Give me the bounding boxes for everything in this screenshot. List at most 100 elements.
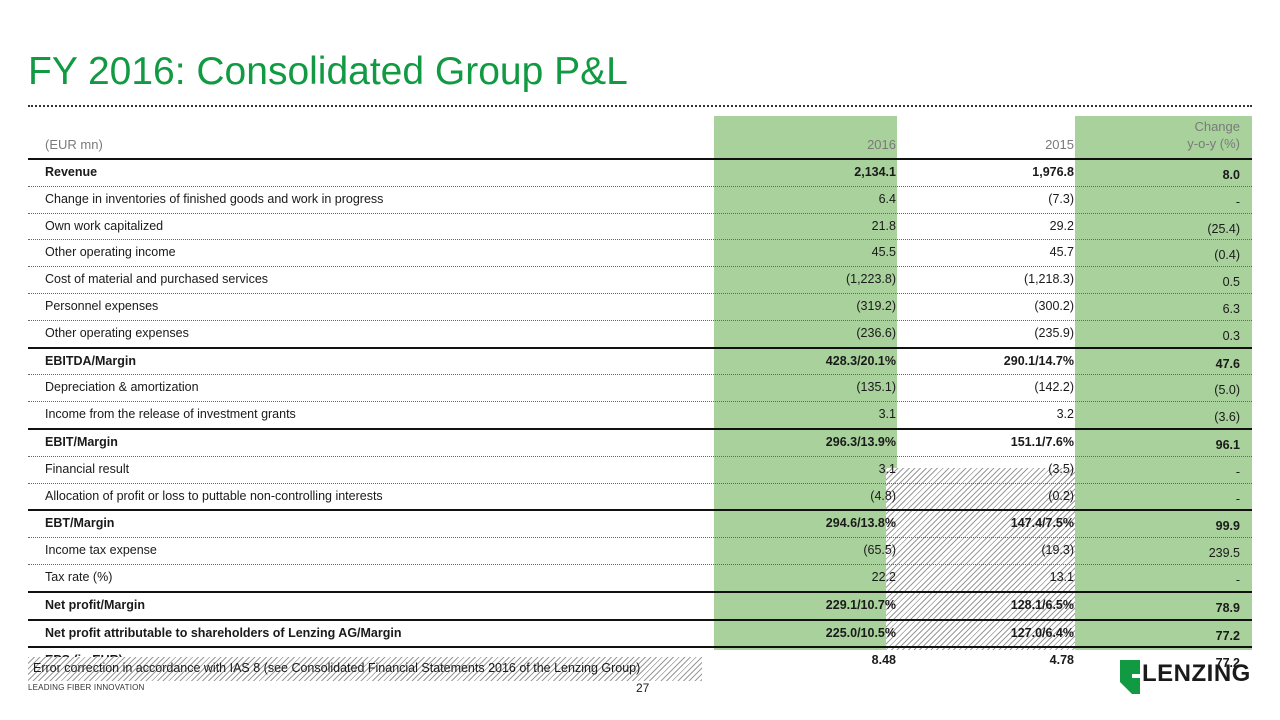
value-2015: 13.1 xyxy=(1049,569,1074,584)
value-2016: 3.1 xyxy=(878,461,896,476)
header-change-line1: Change xyxy=(1194,119,1240,134)
row-label: EBIT/Margin xyxy=(45,434,118,449)
value-2015: (300.2) xyxy=(1034,298,1074,313)
table-row: Other operating income 45.5 45.7 (0.4) xyxy=(28,239,1252,266)
row-label: Net profit/Margin xyxy=(45,597,145,612)
value-2015: 128.1/6.5% xyxy=(1010,597,1074,612)
row-label: Own work capitalized xyxy=(45,218,164,233)
value-2016: 428.3/20.1% xyxy=(825,353,896,368)
row-label: Change in inventories of finished goods … xyxy=(45,191,384,206)
table-row: Income tax expense (65.5) (19.3) 239.5 xyxy=(28,537,1252,564)
table-row: Tax rate (%) 22.2 13.1 - xyxy=(28,563,1252,591)
column-change-highlight xyxy=(1075,116,1252,650)
value-2015: 151.1/7.6% xyxy=(1010,434,1074,449)
value-2015: 3.2 xyxy=(1056,407,1074,422)
table-row: Net profit/Margin 229.1/10.7% 128.1/6.5% 78… xyxy=(28,590,1252,619)
value-change: 78.9 xyxy=(1215,600,1240,615)
value-2015: 290.1/14.7% xyxy=(1003,353,1074,368)
value-2015: (3.5) xyxy=(1048,461,1074,476)
value-2016: (1,223.8) xyxy=(845,272,896,287)
value-2015: (142.2) xyxy=(1034,380,1074,395)
table-row: Net profit attributable to shareholders … xyxy=(28,618,1252,647)
footnote-text: Error correction in accordance with IAS … xyxy=(33,661,641,675)
header-2015: 2015 xyxy=(1045,137,1074,152)
value-change: 239.5 xyxy=(1208,546,1240,561)
value-2015: 1,976.8 xyxy=(1032,165,1074,179)
value-change: 6.3 xyxy=(1222,301,1240,316)
value-2015: (7.3) xyxy=(1048,191,1074,206)
value-2016: 296.3/13.9% xyxy=(825,434,896,449)
lenzing-logo: LENZING xyxy=(1120,660,1256,696)
value-change: - xyxy=(1235,464,1240,479)
table-row: Personnel expenses (319.2) (300.2) 6.3 xyxy=(28,292,1252,320)
table-row: Revenue 2,134.1 1,976.8 8.0 xyxy=(28,158,1252,186)
table-row: Allocation of profit or loss to puttable… xyxy=(28,482,1252,510)
row-label: EBT/Margin xyxy=(45,516,115,531)
value-2016: 8.48 xyxy=(871,653,896,668)
tagline: LEADING FIBER INNOVATION xyxy=(28,683,145,692)
row-label: Net profit attributable to shareholders … xyxy=(45,625,402,640)
unit-label: (EUR mn) xyxy=(45,137,103,152)
value-2016: 225.0/10.5% xyxy=(825,625,896,640)
table-row: Financial result 3.1 (3.5) - xyxy=(28,455,1252,483)
value-2016: (4.8) xyxy=(870,488,896,503)
table-row: EBT/Margin 294.6/13.8% 147.4/7.5% 99.9 xyxy=(28,509,1252,537)
row-label: EBITDA/Margin xyxy=(45,353,136,368)
value-2016: 22.2 xyxy=(871,569,896,584)
value-change: - xyxy=(1235,491,1240,506)
value-change: 77.2 xyxy=(1215,656,1240,671)
value-change: (5.0) xyxy=(1214,383,1240,398)
row-label: Income from the release of investment gr… xyxy=(45,407,296,422)
footnote-box: Error correction in accordance with IAS … xyxy=(28,657,702,681)
value-2016: (135.1) xyxy=(856,380,896,395)
value-2015: 45.7 xyxy=(1049,245,1074,260)
header-change-line2: y-o-y (%) xyxy=(1187,136,1240,151)
row-label: Tax rate (%) xyxy=(45,569,113,584)
header-change: Change y-o-y (%) xyxy=(1187,118,1240,152)
row-label: Allocation of profit or loss to puttable… xyxy=(45,488,383,503)
table-row: Change in inventories of finished goods … xyxy=(28,185,1252,213)
value-2016: 45.5 xyxy=(871,245,896,260)
value-2016: 6.4 xyxy=(878,191,896,206)
value-2015: (0.2) xyxy=(1048,488,1074,503)
table-row: Own work capitalized 21.8 29.2 (25.4) xyxy=(28,212,1252,240)
value-change: 0.3 xyxy=(1222,328,1240,343)
value-change: - xyxy=(1235,572,1240,587)
page-number: 27 xyxy=(636,681,650,695)
table-row: EBITDA/Margin 428.3/20.1% 290.1/14.7% 47.6 xyxy=(28,346,1252,375)
table-row: EBIT/Margin 296.3/13.9% 151.1/7.6% 96.1 xyxy=(28,427,1252,456)
value-2016: 229.1/10.7% xyxy=(825,597,896,612)
table-row: Income from the release of investment gr… xyxy=(28,401,1252,428)
pl-table: Revenue 2,134.1 1,976.8 8.0 Change in invent… xyxy=(28,158,1252,674)
value-change: 77.2 xyxy=(1215,628,1240,643)
row-label: Income tax expense xyxy=(45,543,157,558)
value-2015: 147.4/7.5% xyxy=(1010,516,1074,531)
value-2016: 2,134.1 xyxy=(854,165,896,179)
header-2016: 2016 xyxy=(867,137,896,152)
table-row: Depreciation & amortization (135.1) (142.2… xyxy=(28,374,1252,401)
table-header: (EUR mn) 2016 2015 Change y-o-y (%) xyxy=(28,116,1252,158)
lenzing-logo-mark-icon xyxy=(1120,660,1140,694)
page-title: FY 2016: Consolidated Group P&L xyxy=(28,50,628,93)
value-2015: 4.78 xyxy=(1049,653,1074,668)
value-2016: (65.5) xyxy=(863,543,896,558)
row-label: Financial result xyxy=(45,461,130,476)
table-row: Other operating expenses (236.6) (235.9) 0.… xyxy=(28,319,1252,347)
table-row: Cost of material and purchased services (… xyxy=(28,266,1252,293)
value-change: 47.6 xyxy=(1215,356,1240,371)
value-2016: (319.2) xyxy=(856,298,896,313)
row-label: Other operating expenses xyxy=(45,325,189,340)
value-change: - xyxy=(1235,194,1240,209)
row-label: Cost of material and purchased services xyxy=(45,272,269,287)
value-2015: 29.2 xyxy=(1049,218,1074,233)
value-change: (3.6) xyxy=(1214,410,1240,425)
value-change: 0.5 xyxy=(1222,275,1240,290)
row-label: Other operating income xyxy=(45,245,176,260)
value-2016: 3.1 xyxy=(878,407,896,422)
row-label: Personnel expenses xyxy=(45,298,159,313)
value-change: 96.1 xyxy=(1215,437,1240,452)
value-change: 99.9 xyxy=(1215,519,1240,534)
value-2015: (1,218.3) xyxy=(1023,272,1074,287)
value-change: (0.4) xyxy=(1214,248,1240,263)
